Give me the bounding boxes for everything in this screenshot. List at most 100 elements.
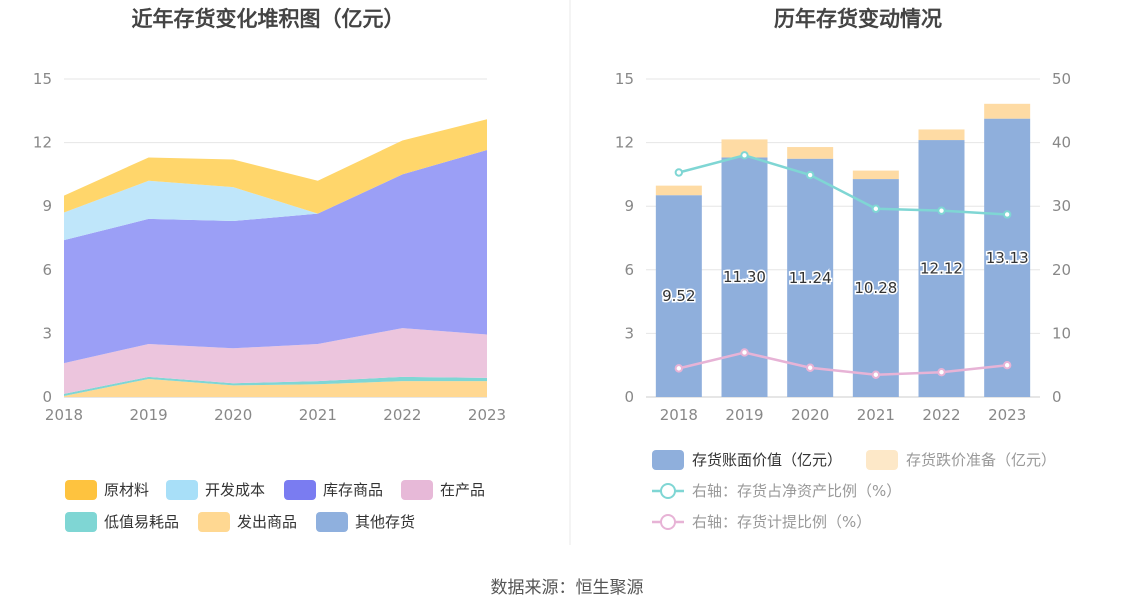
left-chart-areas xyxy=(64,119,487,397)
x-tick-label: 2020 xyxy=(214,406,252,424)
y-tick-label: 6 xyxy=(42,261,52,279)
line-point xyxy=(805,170,815,180)
y2-tick-label: 30 xyxy=(1052,197,1071,215)
left-chart-title: 近年存货变化堆积图（亿元） xyxy=(132,7,405,31)
line-point xyxy=(805,363,815,372)
bar-impairment xyxy=(918,129,965,141)
bar-book-value xyxy=(852,179,899,397)
bar-impairment xyxy=(721,139,768,158)
legend-swatch xyxy=(316,512,348,532)
bar-value-label: 13.13 xyxy=(986,249,1029,267)
legend-swatch xyxy=(198,512,230,532)
x-tick-label: 2018 xyxy=(45,406,83,424)
area-series-6 xyxy=(64,150,487,241)
line-point xyxy=(1002,210,1012,219)
legend-swatch xyxy=(65,480,97,500)
legend-line-marker xyxy=(660,514,676,530)
line-point xyxy=(674,364,684,373)
bar-value-label: 9.52 xyxy=(662,287,695,305)
y-tick-label: 9 xyxy=(624,197,634,215)
y2-tick-label: 0 xyxy=(1052,388,1062,406)
area-series-4 xyxy=(64,328,487,394)
left-chart-y-ticks: 0 3 6 9 12 15 xyxy=(33,70,52,406)
area-series-5 xyxy=(64,150,487,364)
bar-book-value xyxy=(655,195,702,397)
y2-tick-label: 40 xyxy=(1052,134,1071,152)
left-chart-x-ticks: 2018 2019 2020 2021 2022 2023 xyxy=(45,406,506,424)
y-tick-label: 15 xyxy=(33,70,52,88)
bar-impairment xyxy=(852,170,899,180)
y-tick-label: 12 xyxy=(615,134,634,152)
right-chart-left-y-ticks: 0 3 6 9 12 15 xyxy=(615,70,634,406)
legend-swatch xyxy=(166,480,198,500)
legend-label: 低值易耗品 xyxy=(104,513,179,531)
bar-book-value xyxy=(787,158,834,397)
bar-book-value xyxy=(918,140,965,397)
y-tick-label: 9 xyxy=(42,197,52,215)
legend-label: 其他存货 xyxy=(355,513,415,531)
y-tick-label: 12 xyxy=(33,134,52,152)
legend-label: 右轴：存货占净资产比例（%） xyxy=(692,482,901,500)
line-point xyxy=(937,367,946,377)
right-chart-bars xyxy=(655,103,1031,398)
line-series-2 xyxy=(678,351,1008,376)
y-tick-label: 6 xyxy=(624,261,634,279)
x-tick-label: 2018 xyxy=(660,406,698,424)
bar-value-label: 12.12 xyxy=(920,260,963,278)
legend-swatch xyxy=(401,480,433,500)
data-source-note: 数据来源：恒生聚源 xyxy=(491,578,644,598)
area-series-2 xyxy=(64,376,487,396)
x-tick-label: 2019 xyxy=(130,406,168,424)
y-tick-label: 0 xyxy=(624,388,634,406)
right-chart-legend: 存货账面价值（亿元） 存货跌价准备（亿元） 右轴：存货占净资产比例（%） 右轴：存货计… xyxy=(652,450,1056,531)
legend-line-marker xyxy=(660,483,676,499)
line-point xyxy=(871,370,881,379)
area-series-7 xyxy=(64,119,487,214)
right-chart-title: 历年存货变动情况 xyxy=(774,7,942,31)
y-tick-label: 3 xyxy=(624,324,634,342)
bar-book-value xyxy=(984,118,1031,398)
x-tick-label: 2023 xyxy=(988,406,1026,424)
y2-tick-label: 10 xyxy=(1052,324,1071,342)
bar-impairment xyxy=(984,103,1031,119)
x-tick-label: 2021 xyxy=(857,406,895,424)
line-point xyxy=(674,168,684,177)
x-tick-label: 2020 xyxy=(791,406,829,424)
y-tick-label: 3 xyxy=(42,324,52,342)
legend-label: 发出商品 xyxy=(237,513,297,531)
line-point xyxy=(740,348,749,357)
y2-tick-label: 20 xyxy=(1052,261,1071,279)
legend-label: 在产品 xyxy=(440,481,485,499)
line-series-1 xyxy=(678,154,1008,216)
x-tick-label: 2023 xyxy=(468,406,506,424)
x-tick-label: 2022 xyxy=(922,406,960,424)
bar-value-label: 11.24 xyxy=(789,269,832,287)
y-tick-label: 15 xyxy=(615,70,634,88)
x-tick-label: 2021 xyxy=(299,406,337,424)
legend-label: 存货跌价准备（亿元） xyxy=(906,451,1056,469)
legend-swatch xyxy=(866,450,898,470)
y-tick-label: 0 xyxy=(42,388,52,406)
legend-swatch xyxy=(284,480,316,500)
legend-label: 右轴：存货计提比例（%） xyxy=(692,513,871,531)
line-point xyxy=(871,204,881,213)
bar-value-label: 10.28 xyxy=(854,279,897,297)
y2-tick-label: 50 xyxy=(1052,70,1071,88)
bar-impairment xyxy=(655,185,702,196)
right-chart-x-ticks: 2018 2019 2020 2021 2022 2023 xyxy=(660,406,1027,424)
legend-label: 存货账面价值（亿元） xyxy=(692,451,842,469)
right-chart-grid xyxy=(646,78,1040,398)
right-chart-lines xyxy=(674,151,1012,379)
right-combo-chart: 历年存货变动情况 9.52 11.30 11.24 10.28 12.12 13.13 0… xyxy=(615,7,1071,531)
legend-label: 库存商品 xyxy=(323,481,383,499)
line-point xyxy=(937,206,946,215)
bar-value-label: 11.30 xyxy=(723,268,766,286)
line-point xyxy=(740,151,749,160)
x-tick-label: 2022 xyxy=(383,406,421,424)
legend-swatch xyxy=(65,512,97,532)
bar-impairment xyxy=(787,147,834,159)
legend-label: 开发成本 xyxy=(205,481,265,499)
